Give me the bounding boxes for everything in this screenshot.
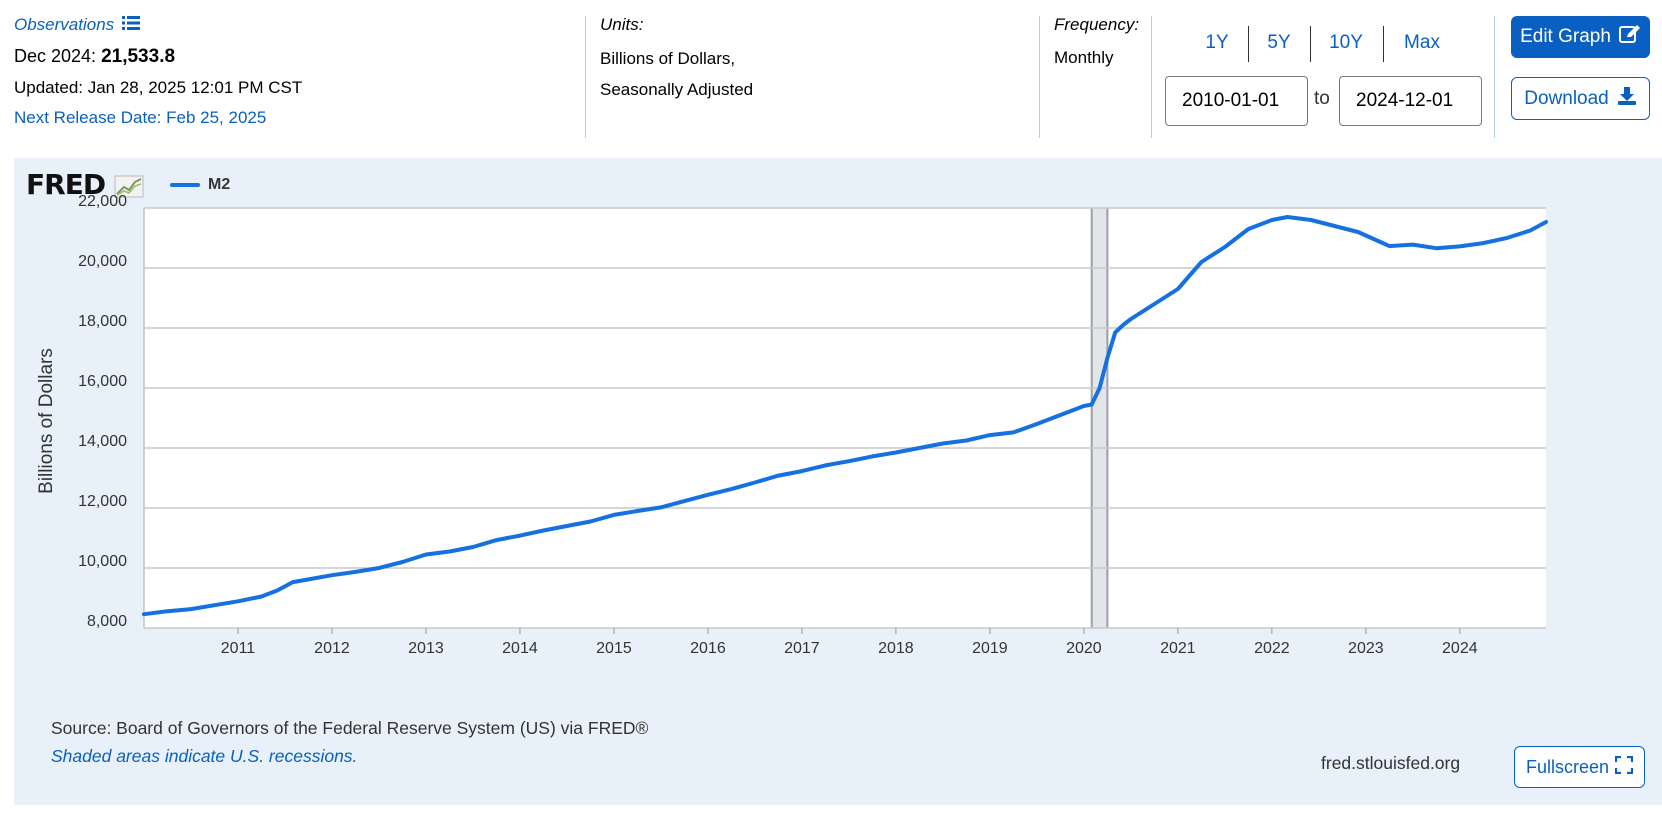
to-label: to xyxy=(1314,88,1330,109)
x-tick-label: 2017 xyxy=(784,640,820,657)
x-tick-label: 2021 xyxy=(1160,640,1196,657)
x-tick-label: 2014 xyxy=(502,640,538,657)
x-tick-label: 2018 xyxy=(878,640,914,657)
plot-area xyxy=(144,208,1546,628)
edit-icon[interactable] xyxy=(1618,24,1641,50)
x-tick-label: 2015 xyxy=(596,640,632,657)
legend-swatch xyxy=(170,183,200,187)
y-axis-label: Billions of Dollars xyxy=(36,348,57,494)
y-tick-label: 16,000 xyxy=(78,373,127,390)
edit-graph-button[interactable]: Edit Graph xyxy=(1511,16,1650,58)
frequency-value: Monthly xyxy=(1054,48,1114,67)
y-tick-label: 18,000 xyxy=(78,313,127,330)
fred-chart-icon xyxy=(114,175,144,198)
chart-legend[interactable]: M2 xyxy=(170,176,230,194)
series-layer xyxy=(142,215,1548,617)
range-10y-button[interactable]: 10Y xyxy=(1329,32,1363,53)
fullscreen-label[interactable]: Fullscreen xyxy=(1525,756,1610,777)
frequency-label: Frequency: xyxy=(1054,15,1140,34)
y-tick-label: 22,000 xyxy=(78,193,127,210)
range-5y-button[interactable]: 5Y xyxy=(1267,32,1291,53)
obs-date: Dec 2024: xyxy=(14,46,97,66)
y-tick-label: 10,000 xyxy=(78,553,127,570)
units-line-2: Seasonally Adjusted xyxy=(600,80,754,99)
divider xyxy=(585,16,586,138)
units-line-1: Billions of Dollars, xyxy=(600,49,736,68)
divider xyxy=(1151,16,1152,138)
updated-text: Updated: Jan 28, 2025 12:01 PM CST xyxy=(14,78,303,97)
source-text: Source: Board of Governors of the Federa… xyxy=(51,718,649,738)
list-icon[interactable] xyxy=(121,15,140,36)
chart-panel: FRED M2 8,000 10,000 12,000 14,000 16,000 18,… xyxy=(14,158,1662,805)
fullscreen-icon[interactable] xyxy=(1614,755,1634,779)
recession-band xyxy=(1091,208,1108,628)
divider xyxy=(1039,16,1040,138)
site-link[interactable]: fred.stlouisfed.org xyxy=(1321,753,1461,773)
observations-link[interactable]: Observations xyxy=(14,15,140,36)
x-tick-label: 2024 xyxy=(1442,640,1478,657)
series-line-m2 xyxy=(142,215,1548,617)
x-tick-label: 2020 xyxy=(1066,640,1102,657)
y-tick-label: 20,000 xyxy=(78,253,127,270)
y-axis-ticks: 8,000 10,000 12,000 14,000 16,000 18,000 20,00… xyxy=(78,193,127,630)
x-tick-label: 2016 xyxy=(690,640,726,657)
fred-logo-text: FRED xyxy=(26,168,106,201)
download-button[interactable]: Download xyxy=(1511,77,1650,120)
line-chart[interactable]: 8,000 10,000 12,000 14,000 16,000 18,000 20,00… xyxy=(14,158,1662,805)
legend-label[interactable]: M2 xyxy=(208,176,231,193)
observations-label[interactable]: Observations xyxy=(14,15,115,34)
fullscreen-button[interactable]: Fullscreen xyxy=(1514,746,1645,788)
recession-layer xyxy=(144,208,1546,628)
x-tick-label: 2019 xyxy=(972,640,1008,657)
x-tick-label: 2012 xyxy=(314,640,350,657)
divider xyxy=(1383,26,1384,62)
recession-note: Shaded areas indicate U.S. recessions. xyxy=(51,746,358,766)
range-max-button[interactable]: Max xyxy=(1404,32,1440,53)
obs-value: 21,533.8 xyxy=(101,46,176,67)
download-label[interactable]: Download xyxy=(1524,87,1609,109)
series-header: Observations Dec 2024: 21,533.8 Updated:… xyxy=(0,0,1662,150)
next-release-link[interactable]: Next Release Date: Feb 25, 2025 xyxy=(14,108,267,127)
units-label: Units: xyxy=(600,15,644,34)
x-axis-ticks: 2011 2012 2013 2014 2015 2016 2017 2018 2019 2020… xyxy=(221,628,1478,657)
divider xyxy=(1248,26,1249,62)
divider xyxy=(1494,16,1495,138)
x-tick-label: 2022 xyxy=(1254,640,1290,657)
range-1y-button[interactable]: 1Y xyxy=(1205,32,1229,53)
start-date-input[interactable] xyxy=(1165,76,1308,126)
y-tick-label: 8,000 xyxy=(87,613,127,630)
fred-logo: FRED xyxy=(26,168,144,201)
download-icon[interactable] xyxy=(1617,86,1637,112)
latest-observation: Dec 2024: 21,533.8 xyxy=(14,46,175,68)
divider xyxy=(1310,26,1311,62)
edit-graph-label[interactable]: Edit Graph xyxy=(1520,26,1611,47)
end-date-input[interactable] xyxy=(1339,76,1482,126)
x-tick-label: 2023 xyxy=(1348,640,1384,657)
y-tick-label: 12,000 xyxy=(78,493,127,510)
x-tick-label: 2011 xyxy=(221,640,256,657)
y-tick-label: 14,000 xyxy=(78,433,127,450)
x-tick-label: 2013 xyxy=(408,640,444,657)
